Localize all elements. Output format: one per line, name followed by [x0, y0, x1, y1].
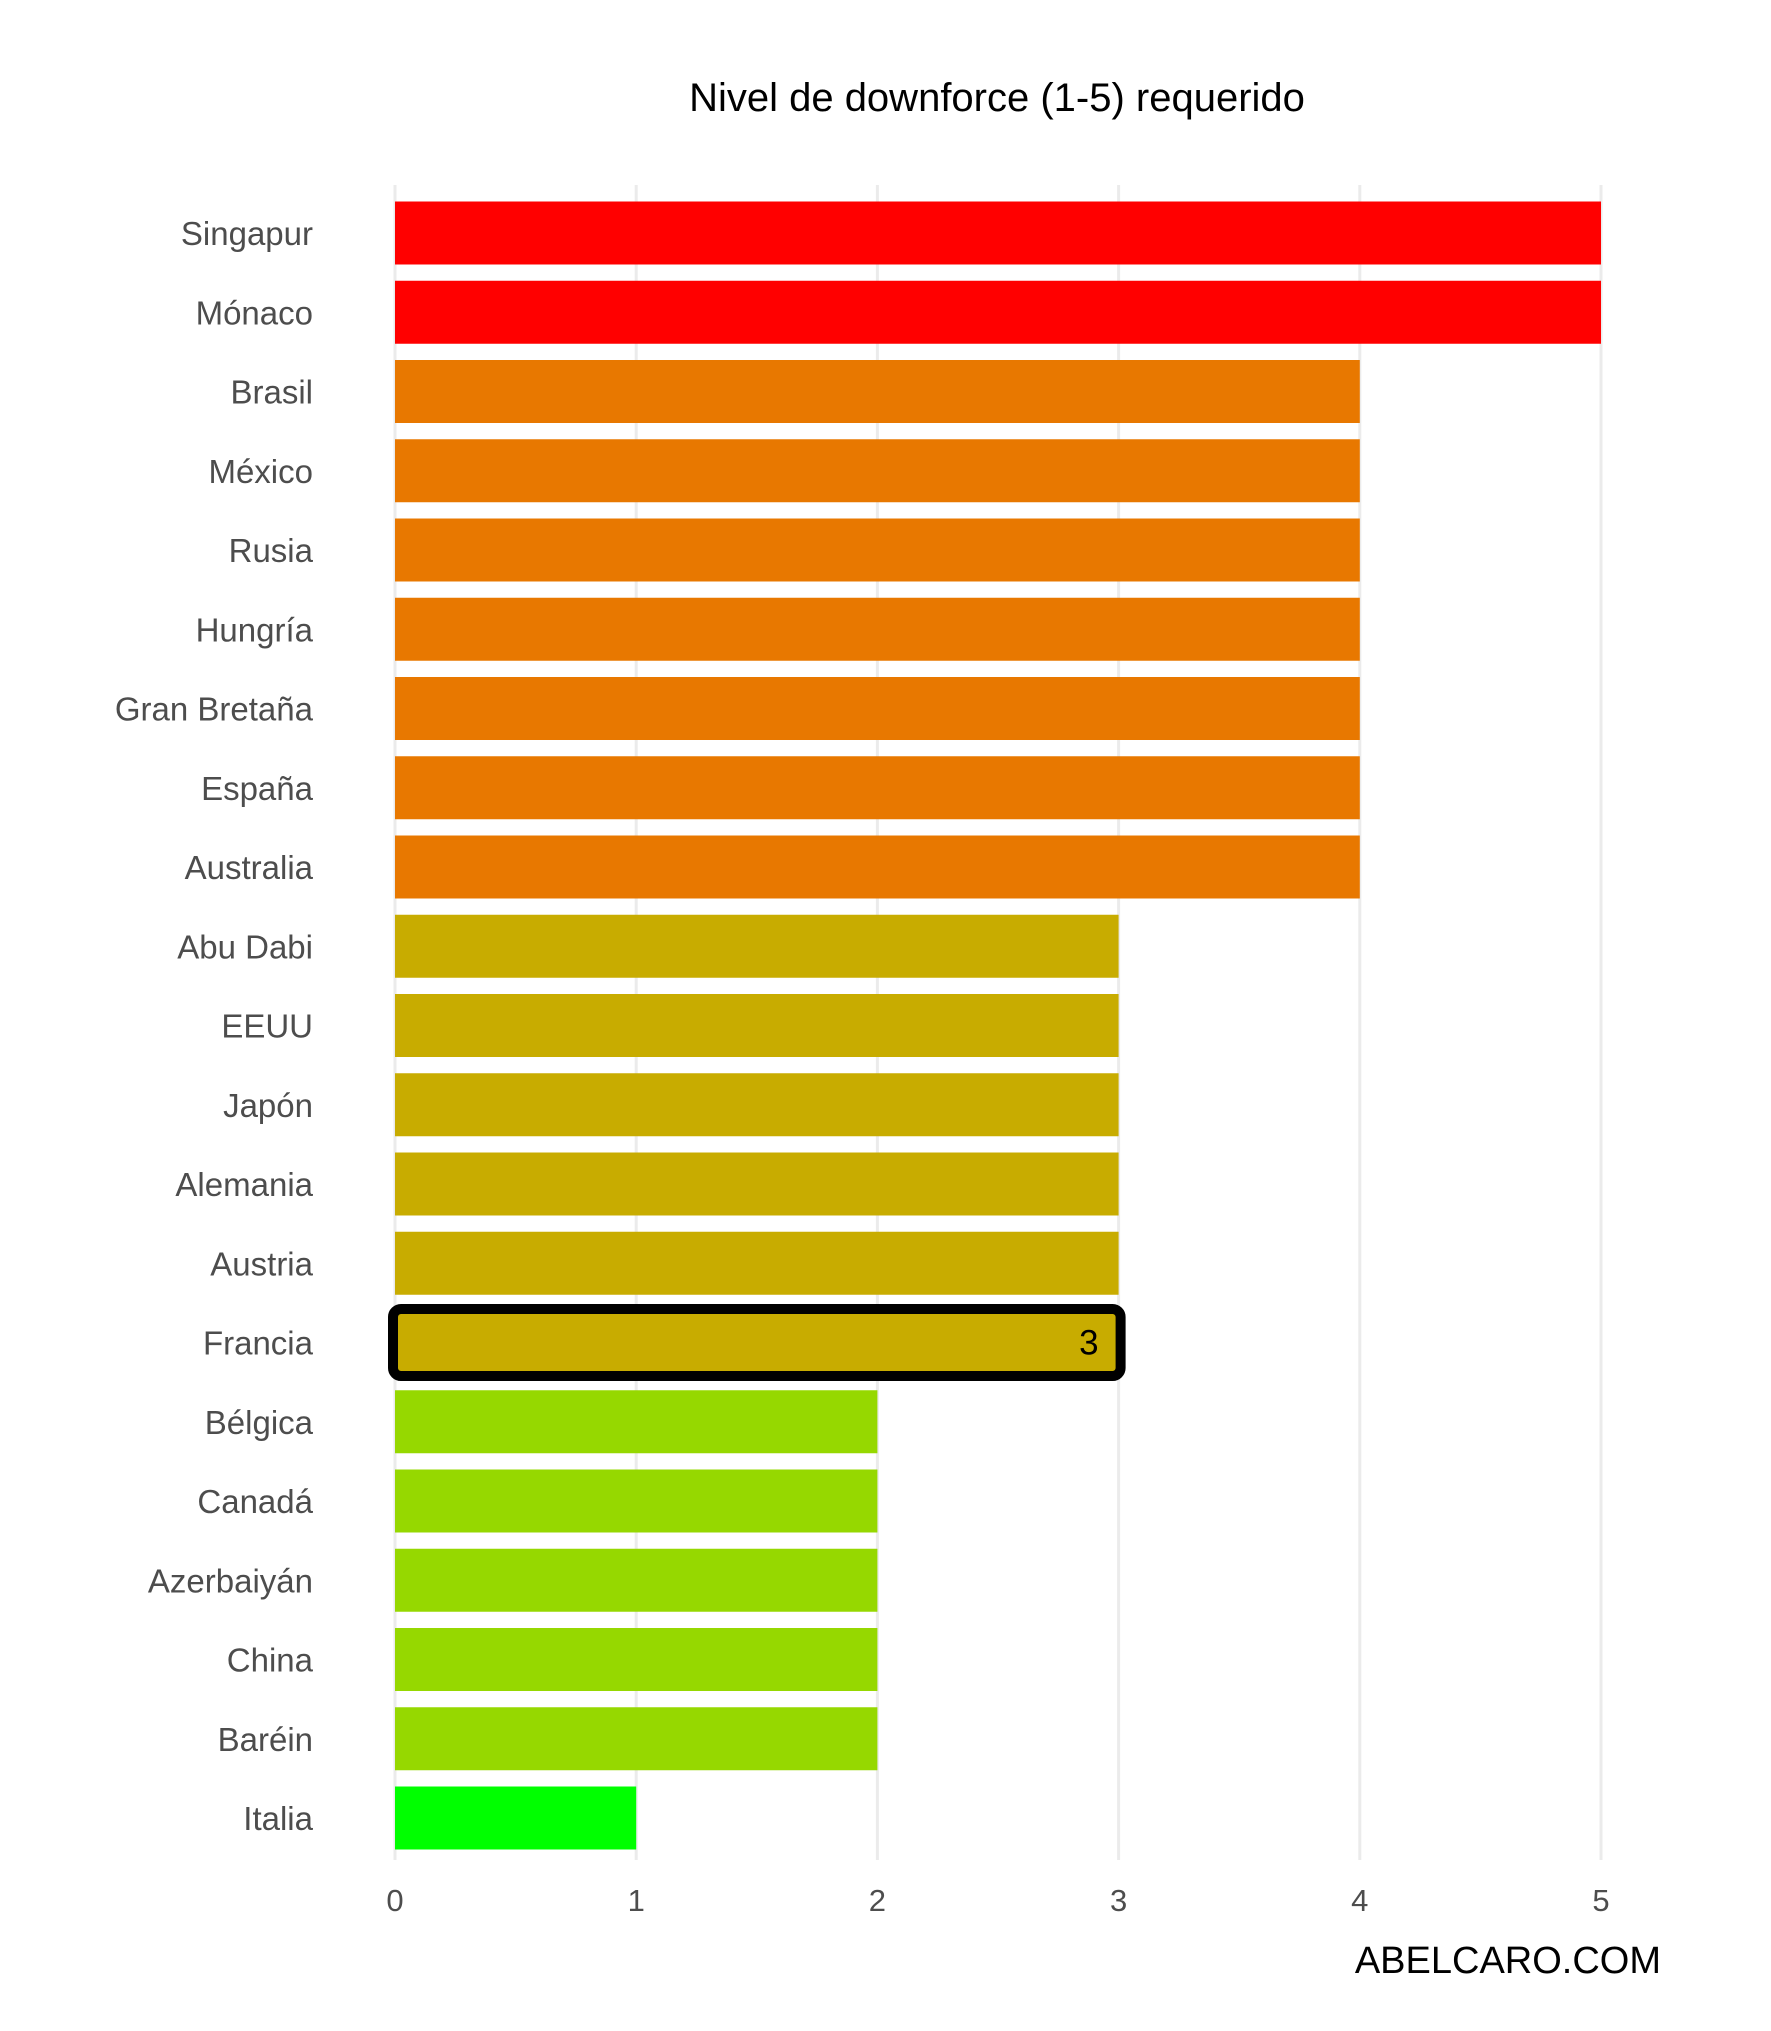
category-label-china: China	[227, 1642, 314, 1679]
x-tick-label-0: 0	[386, 1883, 403, 1918]
category-label-austria: Austria	[210, 1245, 313, 1282]
category-label-mexico: México	[208, 453, 313, 490]
highlight-outline-francia	[388, 1304, 1126, 1381]
x-tick-label-2: 2	[869, 1883, 886, 1918]
bar-hungria	[395, 597, 1360, 661]
bar-alemania	[395, 1152, 1119, 1216]
x-tick-label-3: 3	[1110, 1883, 1127, 1918]
x-tick-label-1: 1	[628, 1883, 645, 1918]
x-tick-label-4: 4	[1351, 1883, 1368, 1918]
category-label-australia: Australia	[185, 849, 314, 886]
x-tick-label-5: 5	[1592, 1883, 1609, 1918]
category-label-barein: Baréin	[218, 1721, 313, 1758]
bar-italia	[395, 1786, 637, 1850]
category-label-hungria: Hungría	[196, 611, 314, 648]
category-labels: Singapur Mónaco Brasil México Rusia Hungría Gr…	[115, 215, 314, 1837]
category-label-francia: Francia	[203, 1325, 314, 1362]
bar-china	[395, 1628, 878, 1691]
bar-singapur	[395, 201, 1601, 265]
value-label-francia: 3	[1079, 1324, 1098, 1363]
category-label-azerbaiyan: Azerbaiyán	[148, 1562, 313, 1599]
bar-monaco	[395, 280, 1601, 344]
bar-canada	[395, 1469, 878, 1533]
highlight-group: 3	[388, 1304, 1126, 1381]
x-tick-labels: 0 1 2 3 4 5	[386, 1883, 1609, 1918]
category-label-gran-bretana: Gran Bretaña	[115, 691, 314, 728]
category-label-abu-dabi: Abu Dabi	[177, 928, 313, 965]
bar-espana	[395, 756, 1360, 820]
category-label-espana: España	[201, 770, 314, 807]
bar-barein	[395, 1707, 878, 1771]
bar-mexico	[395, 439, 1360, 503]
category-label-japon: Japón	[223, 1087, 313, 1124]
category-label-rusia: Rusia	[229, 532, 314, 569]
category-label-canada: Canadá	[197, 1483, 313, 1520]
bar-japon	[395, 1073, 1119, 1137]
category-label-singapur: Singapur	[181, 215, 313, 252]
category-label-alemania: Alemania	[175, 1166, 313, 1203]
category-label-belgica: Bélgica	[205, 1404, 314, 1441]
bar-rusia	[395, 518, 1360, 582]
bar-austria	[395, 1231, 1119, 1295]
category-label-italia: Italia	[243, 1800, 313, 1837]
bar-australia	[395, 835, 1360, 899]
bar-eeuu	[395, 994, 1119, 1057]
bar-abu-dabi	[395, 914, 1119, 978]
category-label-monaco: Mónaco	[196, 294, 313, 331]
bar-azerbaiyan	[395, 1548, 878, 1612]
bar-belgica	[395, 1390, 878, 1454]
chart-title: Nivel de downforce (1-5) requerido	[689, 76, 1305, 120]
bar-brasil	[395, 360, 1360, 423]
bar-gran-bretana	[395, 677, 1360, 740]
bar-francia	[395, 1311, 1119, 1374]
watermark: ABELCARO.COM	[1355, 1940, 1661, 1982]
category-label-brasil: Brasil	[230, 374, 313, 411]
category-label-eeuu: EEUU	[221, 1008, 313, 1045]
bars-group	[395, 201, 1601, 1850]
